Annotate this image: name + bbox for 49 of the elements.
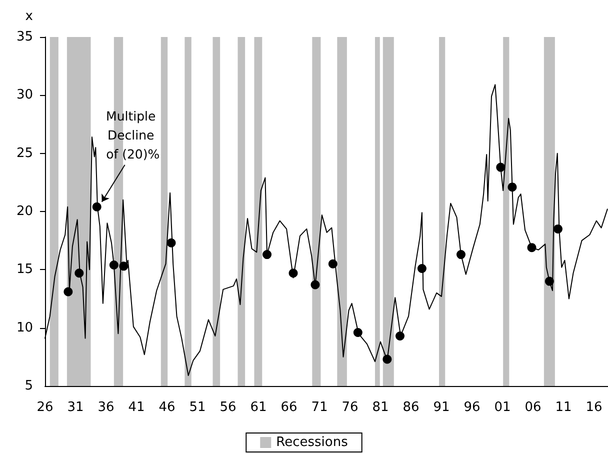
x-tick-label: 76 (342, 400, 358, 415)
point (382, 354, 392, 364)
x-tick-label: 86 (402, 400, 420, 415)
point (456, 250, 466, 260)
legend-label: Recessions (276, 435, 348, 450)
y-tick-label: 35 (16, 30, 33, 44)
point (353, 328, 362, 337)
x-tick-label: 81 (372, 400, 389, 415)
point (553, 224, 562, 234)
point (310, 280, 320, 290)
annotation: Multiple Decline of (20)% (106, 108, 160, 162)
x-tick-label: 41 (128, 400, 145, 415)
point (262, 250, 272, 260)
x-tick-label: 51 (189, 400, 206, 415)
y-axis-title: x (25, 9, 34, 24)
x-tick-label: 61 (250, 400, 267, 415)
y-tick-label: 15 (16, 262, 33, 278)
x-tick-label: 56 (220, 400, 236, 415)
point (508, 182, 517, 192)
point (544, 276, 554, 286)
point (396, 331, 404, 340)
point (496, 162, 506, 172)
point (288, 268, 298, 278)
point (74, 268, 84, 278)
y-tick-label: 10 (16, 320, 33, 336)
point (64, 287, 73, 296)
point (527, 243, 536, 252)
x-tick-label: 06 (524, 400, 542, 415)
y-tick-label: 25 (16, 146, 33, 161)
x-tick-label: 66 (280, 400, 298, 415)
x-tick-label: 71 (311, 400, 328, 415)
x-tick-label: 31 (67, 400, 84, 415)
x-tick-label: 46 (158, 400, 176, 415)
y-tick-label: 30 (16, 88, 33, 103)
y-tick-label: 20 (16, 204, 33, 219)
point (119, 262, 128, 271)
x-tick-label: 96 (464, 400, 480, 415)
x-tick-label: 91 (433, 400, 450, 415)
point (92, 202, 102, 212)
x-tick-label: 16 (586, 400, 602, 415)
x-tick-label: 36 (98, 400, 114, 415)
y-tick-label: 5 (24, 378, 33, 394)
x-tick-label: 11 (555, 400, 572, 415)
x-tick-label: 01 (494, 400, 511, 415)
x-tick-label: 26 (36, 400, 54, 415)
point (417, 264, 426, 273)
point (109, 260, 118, 270)
point (166, 238, 176, 248)
point (328, 259, 338, 268)
